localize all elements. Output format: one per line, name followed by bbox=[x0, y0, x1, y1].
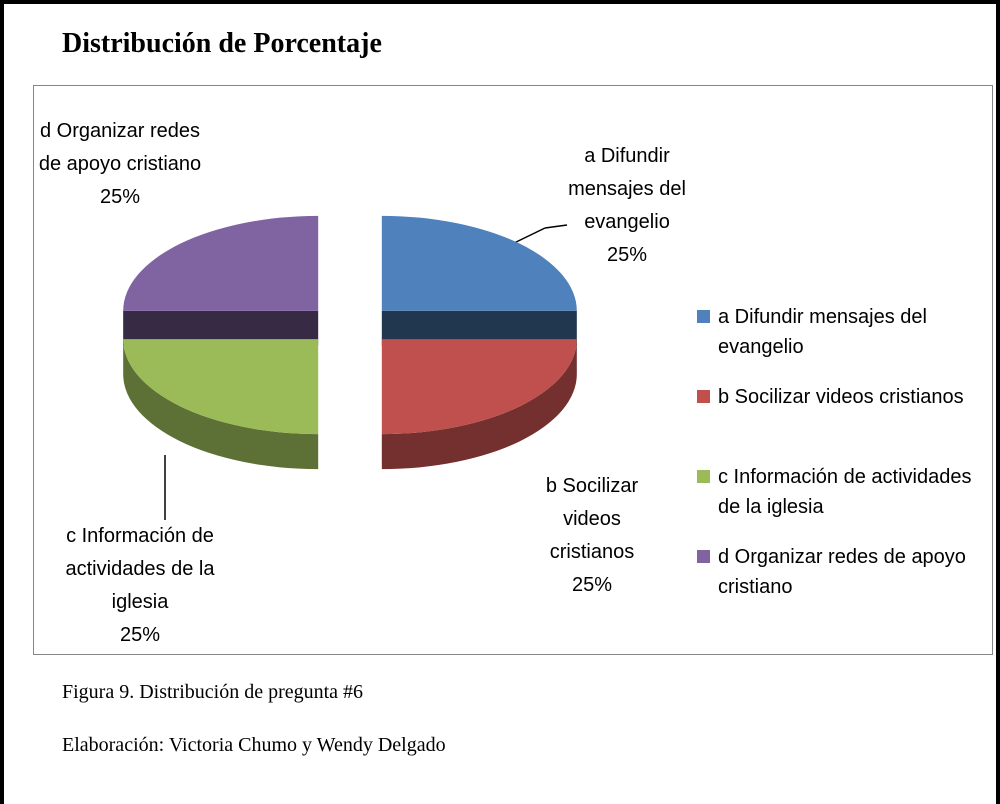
data-label-category: d Organizar redes de apoyo cristiano bbox=[38, 120, 202, 175]
slice-top bbox=[381, 339, 577, 435]
legend-swatch bbox=[697, 470, 710, 483]
data-label-category: b Socilizar videos cristianos bbox=[545, 475, 639, 563]
slice-side bbox=[123, 310, 319, 346]
legend-label: c Información de actividades de la igles… bbox=[718, 466, 972, 518]
slice-rim bbox=[123, 339, 319, 470]
slice-top bbox=[381, 215, 577, 311]
legend-swatch bbox=[697, 550, 710, 563]
slice-top bbox=[123, 215, 319, 311]
leader-line bbox=[544, 224, 568, 229]
data-label-value: 25% bbox=[119, 624, 161, 646]
chart-area bbox=[33, 85, 993, 655]
slice-rim bbox=[381, 339, 577, 470]
figure-caption: Figura 9. Distribución de pregunta #6 bbox=[62, 681, 364, 703]
legend-swatch bbox=[697, 390, 710, 403]
data-label: b Socilizar videos cristianos 25% bbox=[527, 470, 657, 602]
data-label-value: 25% bbox=[99, 186, 141, 208]
legend-swatch bbox=[697, 310, 710, 323]
data-label-category: c Información de actividades de la igles… bbox=[65, 525, 215, 613]
data-label: a Difundir mensajes del evangelio 25% bbox=[552, 140, 702, 272]
data-label-value: 25% bbox=[606, 244, 648, 266]
pie-slice bbox=[123, 339, 319, 470]
data-label: d Organizar redes de apoyo cristiano 25% bbox=[35, 115, 205, 214]
slice-top bbox=[123, 339, 319, 435]
pie-slice bbox=[123, 215, 319, 346]
legend-label: a Difundir mensajes del evangelio bbox=[718, 306, 927, 358]
legend-label: b Socilizar videos cristianos bbox=[718, 386, 964, 408]
data-label-category: a Difundir mensajes del evangelio bbox=[568, 145, 686, 233]
legend-label: d Organizar redes de apoyo cristiano bbox=[718, 546, 966, 598]
figure-credit: Elaboración: Victoria Chumo y Wendy Delg… bbox=[62, 734, 446, 756]
chart-title: Distribución de Porcentaje bbox=[62, 28, 382, 59]
data-label-value: 25% bbox=[571, 574, 613, 596]
pie-slice bbox=[381, 215, 577, 346]
slice-side bbox=[381, 310, 577, 346]
pie-slice bbox=[381, 339, 577, 470]
data-label: c Información de actividades de la igles… bbox=[55, 520, 225, 652]
